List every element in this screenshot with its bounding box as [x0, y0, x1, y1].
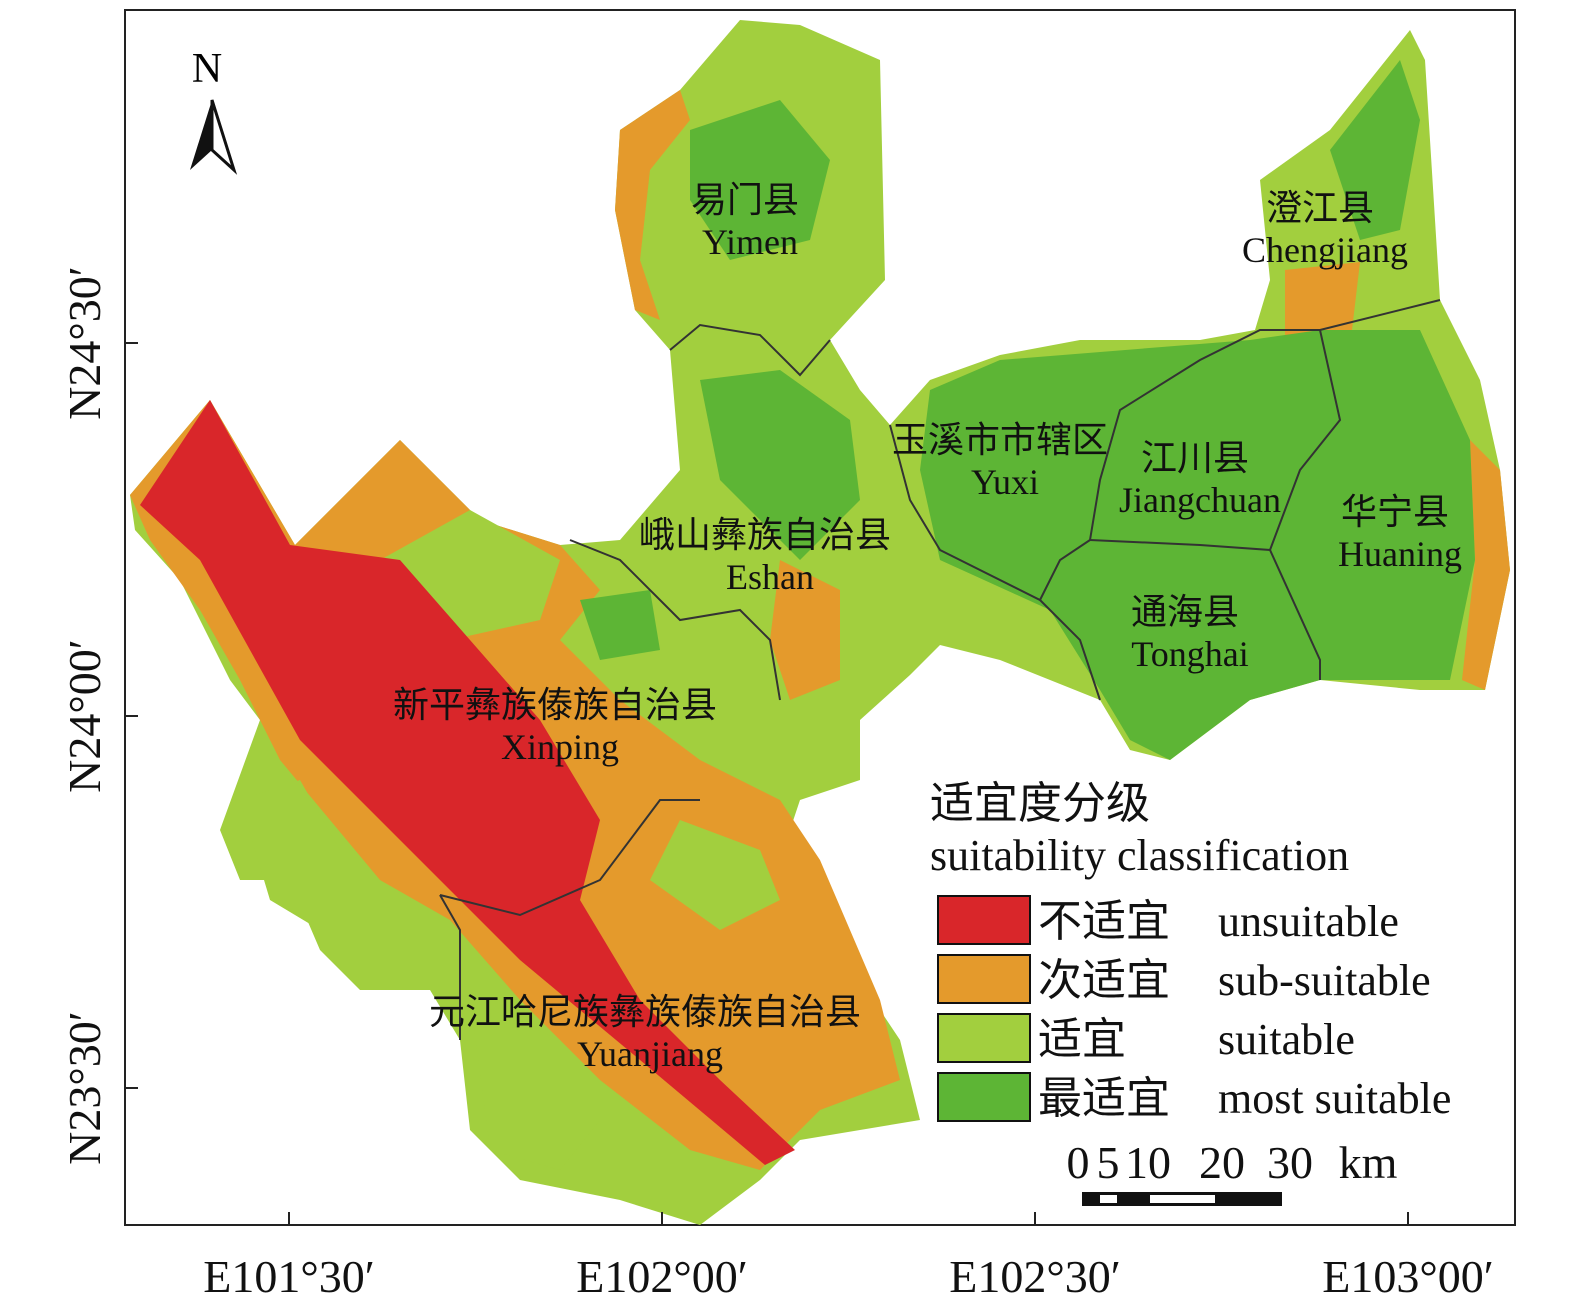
x-axis-label: E102°30′ — [949, 1251, 1121, 1302]
legend-swatch — [937, 1072, 1031, 1122]
region-name-en: Eshan — [726, 557, 814, 597]
sub-suitable-area — [615, 90, 690, 320]
region-borders — [439, 299, 1441, 1040]
legend-label-zh: 最适宜 — [1038, 1074, 1170, 1123]
legend-label-zh: 不适宜 — [1038, 897, 1170, 946]
x-axis-label: E103°00′ — [1322, 1251, 1494, 1302]
most-suitable-area — [690, 100, 830, 260]
suitable-area — [650, 820, 780, 930]
region-name-zh: 华宁县 — [1341, 492, 1449, 532]
region-name-zh: 江川县 — [1141, 438, 1249, 478]
legend-label-zh: 次适宜 — [1038, 956, 1170, 1005]
region-name-en: Yuanjiang — [577, 1034, 723, 1074]
region-name-en: Tonghai — [1131, 634, 1248, 674]
north-arrow — [190, 99, 238, 175]
y-axis-label: N24°30′ — [59, 266, 110, 420]
region-name-zh: 澄江县 — [1266, 188, 1374, 228]
legend-label-en: unsuitable — [1218, 897, 1399, 946]
north-label: N — [192, 46, 222, 92]
y-axis-label: N23°30′ — [59, 1011, 110, 1165]
scale-label: 20 — [1199, 1137, 1245, 1188]
y-axis-label: N24°00′ — [59, 639, 110, 793]
region-name-en: Chengjiang — [1242, 230, 1408, 270]
x-axis-label: E102°00′ — [576, 1251, 748, 1302]
scale-bar — [1082, 1192, 1282, 1206]
region-name-zh: 峨山彝族自治县 — [639, 515, 891, 555]
most-suitable-area — [1330, 60, 1420, 240]
region-name-en: Yuxi — [971, 462, 1039, 502]
unsuitable-area — [140, 400, 795, 1165]
scale-label: 30 — [1267, 1137, 1313, 1188]
legend-swatch — [937, 1013, 1031, 1063]
region-name-en: Jiangchuan — [1119, 480, 1281, 520]
sub-suitable-area — [770, 560, 840, 700]
legend-label-zh: 适宜 — [1038, 1015, 1126, 1064]
region-name-zh: 新平彝族傣族自治县 — [393, 685, 717, 725]
region-name-zh: 通海县 — [1131, 592, 1239, 632]
sub-suitable-area — [1462, 440, 1510, 690]
scale-unit: km — [1339, 1137, 1398, 1188]
legend-label-en: suitable — [1218, 1015, 1355, 1064]
region-name-en: Xinping — [501, 727, 619, 767]
scale-label: 5 — [1097, 1137, 1120, 1188]
legend-swatch — [937, 895, 1031, 945]
region-name-en: Yimen — [702, 222, 798, 262]
region-name-en: Huaning — [1338, 534, 1462, 574]
axis-ticks — [125, 342, 1409, 1225]
suitable-area — [470, 1000, 600, 1170]
legend-swatch — [937, 954, 1031, 1004]
legend-label-en: most suitable — [1218, 1074, 1451, 1123]
most-suitable-area — [700, 370, 860, 560]
scale-label: 10 — [1125, 1137, 1171, 1188]
scale-label: 0 — [1067, 1137, 1090, 1188]
region-name-zh: 元江哈尼族彝族傣族自治县 — [429, 992, 861, 1032]
region-name-zh: 易门县 — [691, 180, 799, 220]
suitable-area — [240, 780, 340, 930]
region-name-zh: 玉溪市市辖区 — [892, 420, 1108, 460]
legend-label-en: sub-suitable — [1218, 956, 1431, 1005]
legend-title-zh: 适宜度分级 — [930, 779, 1150, 828]
x-axis-label: E101°30′ — [203, 1251, 375, 1302]
most-suitable-area — [580, 590, 660, 660]
legend-title-en: suitability classification — [930, 831, 1349, 880]
